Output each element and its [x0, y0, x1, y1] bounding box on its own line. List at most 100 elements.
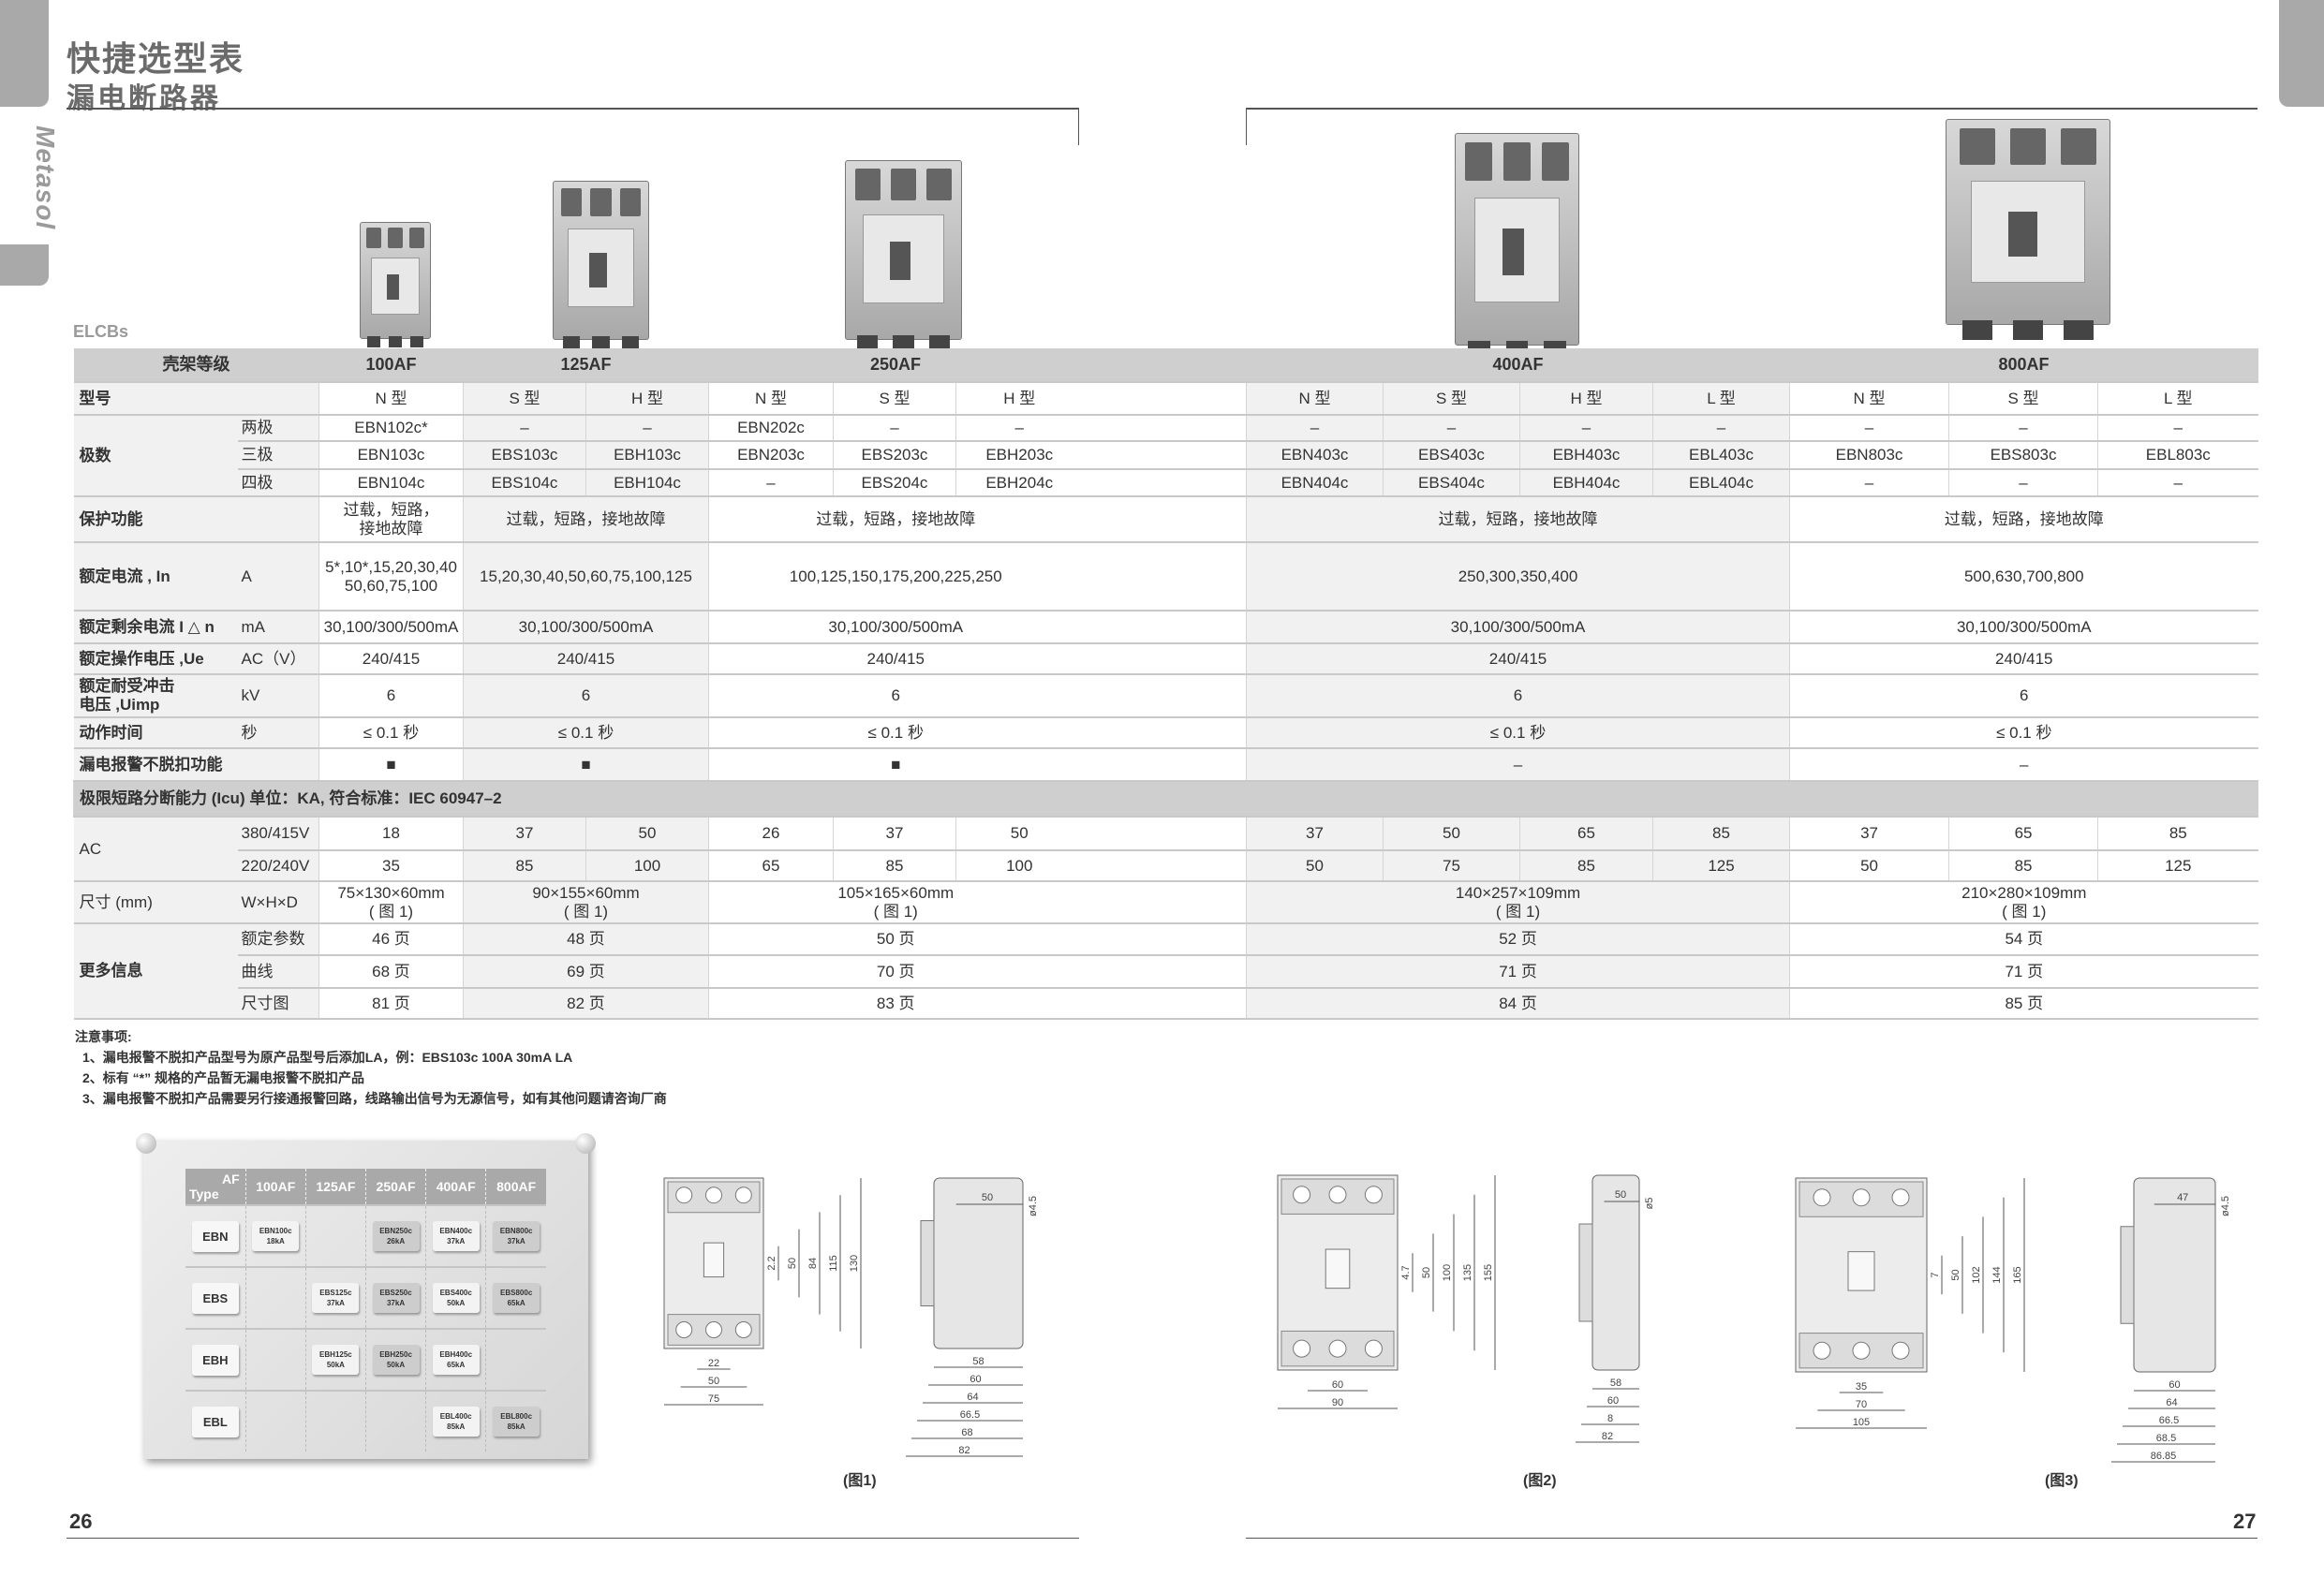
- table-cell: 过载，短路，接地故障: [1789, 496, 2258, 543]
- selector-row: EBL EBL400c 85kA EBL800c 85kA: [185, 1390, 546, 1452]
- dimension-label: 50: [787, 1258, 798, 1269]
- table-cell: 70 页: [708, 955, 1083, 989]
- dimension-label: 8: [1607, 1413, 1613, 1424]
- table-gap-cell: [1082, 643, 1247, 675]
- table-gap-cell: [1082, 717, 1247, 749]
- type-chip: EBL: [191, 1406, 239, 1437]
- note-item: 3、漏电报警不脱扣产品需要另行接通报警回路，线路输出信号为无源信号，如有其他问题…: [82, 1091, 667, 1106]
- table-cell: 85: [833, 850, 956, 882]
- type-chip: EBN: [191, 1220, 239, 1252]
- dimension-label: 105: [1853, 1417, 1870, 1428]
- dimension-label: 22: [708, 1358, 719, 1369]
- notes-title: 注意事项:: [75, 1029, 132, 1044]
- row-label: 额定电流 , In: [73, 542, 238, 612]
- table-cell: –: [1651, 415, 1790, 442]
- terminal-screw: [705, 1186, 722, 1204]
- dimension-label: 68.5: [2156, 1433, 2176, 1444]
- model-chip: EBN250c 26kA: [372, 1221, 420, 1251]
- table-row: 额定耐受冲击 电压 ,Uimp kV 6 6 6 6 6: [73, 674, 2258, 718]
- side-view: [933, 1177, 1024, 1349]
- model-chip: EBN100c 18kA: [252, 1221, 300, 1251]
- title-rule-left-tick: [1078, 108, 1079, 145]
- page-number-right: 27: [2233, 1510, 2257, 1533]
- table-cell: EBL403c: [1651, 441, 1790, 470]
- table-cell: 105×165×60mm ( 图 1): [708, 881, 1083, 924]
- terminal-screw: [1293, 1339, 1311, 1358]
- table-cell: –: [1245, 748, 1790, 782]
- table-cell: ■: [318, 748, 464, 782]
- table-cell: S 型: [1948, 382, 2098, 416]
- table-cell: –: [1789, 469, 1949, 497]
- table-cell: 50: [585, 817, 709, 851]
- table-cell: –: [708, 469, 834, 497]
- table-cell: EBH204c: [955, 469, 1083, 497]
- dimension-label: 64: [967, 1392, 978, 1403]
- table-cell: –: [585, 415, 709, 442]
- table-cell: 82 页: [463, 988, 709, 1020]
- dimension-label: 58: [1610, 1378, 1621, 1389]
- row-sublabel: 380/415V: [237, 817, 319, 851]
- side-view: [1591, 1174, 1640, 1371]
- table-cell: 69 页: [463, 955, 709, 989]
- row-label: 型号: [73, 382, 319, 416]
- title-rule-right: [1246, 108, 2257, 110]
- selector-cell: [485, 1328, 546, 1391]
- dimension-label: 82: [1602, 1431, 1613, 1442]
- table-row: 曲线 68 页 69 页 70 页 71 页 71 页: [74, 955, 2258, 989]
- terminal-screw: [734, 1321, 752, 1338]
- terminal-screw: [1328, 1186, 1347, 1204]
- table-cell: 壳架等级: [73, 348, 319, 383]
- dimension-label: ø4.5: [1028, 1196, 1039, 1216]
- row-sublabel: 两极: [237, 415, 319, 442]
- table-cell: 250AF: [708, 348, 1083, 383]
- dimension-label: 50: [1615, 1189, 1626, 1201]
- table-cell: 83 页: [708, 988, 1083, 1020]
- selector-column-header: 400AF: [425, 1169, 486, 1205]
- table-cell: 6: [1789, 674, 2258, 718]
- selector-row: EBN EBN100c 18kA EBN250c 26kA EBN400c 37kA EBN8…: [185, 1204, 546, 1267]
- breaker-photo: [1946, 119, 2110, 341]
- model-chip: EBS125c 37kA: [312, 1283, 360, 1313]
- selector-cell: [244, 1328, 306, 1391]
- table-cell: 84 页: [1245, 988, 1790, 1020]
- table-cell: 140×257×109mm ( 图 1): [1245, 881, 1790, 924]
- table-cell: 54 页: [1789, 923, 2258, 956]
- table-row: 极数 两极 EBN102c* – – EBN202c – – – – – – – – –: [73, 415, 2258, 497]
- table-cell: 100: [585, 850, 709, 882]
- selector-cell: EBN100c 18kA: [244, 1204, 306, 1267]
- table-cell: –: [1383, 415, 1520, 442]
- selector-cell: [304, 1390, 366, 1452]
- table-cell: 65: [708, 850, 834, 882]
- dimension-label: 135: [1462, 1264, 1473, 1281]
- terminal-screw: [675, 1321, 693, 1338]
- dimension-label: 68: [961, 1427, 972, 1438]
- row-label: 额定剩余电流 I △ n: [73, 611, 238, 644]
- table-row: 三极 EBN103c EBS103c EBH103c EBN203c EBS203c EBH…: [74, 441, 2258, 470]
- table-cell: 50: [1246, 850, 1384, 882]
- table-row: 尺寸图 81 页 82 页 83 页 84 页 85 页: [74, 988, 2258, 1020]
- dimension-label: 50: [708, 1376, 719, 1387]
- dimension-label: 82: [958, 1445, 970, 1456]
- notes: 注意事项: 1、漏电报警不脱扣产品型号为原产品型号后添加LA，例：EBS103c…: [75, 1026, 667, 1109]
- table-gap-cell: [1082, 415, 1247, 442]
- table-cell: L 型: [1651, 382, 1790, 416]
- table-cell: 48 页: [463, 923, 709, 956]
- table-cell: 过载，短路， 接地故障: [318, 496, 464, 543]
- selector-cell: [304, 1204, 366, 1267]
- selector-cell: EBH400c 65kA: [425, 1328, 486, 1391]
- dimension-label: 2.2: [766, 1256, 777, 1270]
- table-cell: 75×130×60mm ( 图 1): [318, 881, 464, 924]
- table-cell: EBH203c: [955, 441, 1083, 470]
- dimension-label: 47: [2177, 1192, 2188, 1203]
- table-cell: ≤ 0.1 秒: [318, 717, 464, 749]
- table-cell: ≤ 0.1 秒: [1245, 717, 1790, 749]
- table-row: 额定操作电压 ,Ue AC（V） 240/415 240/415 240/415 240/…: [73, 643, 2258, 675]
- table-cell: EBN104c: [318, 469, 464, 497]
- table-gap-cell: [1082, 441, 1247, 470]
- table-cell: 65: [1948, 817, 2098, 851]
- table-cell: 30,100/300/500mA: [318, 611, 464, 644]
- table-cell: EBS403c: [1383, 441, 1520, 470]
- model-chip: EBS400c 50kA: [432, 1283, 480, 1313]
